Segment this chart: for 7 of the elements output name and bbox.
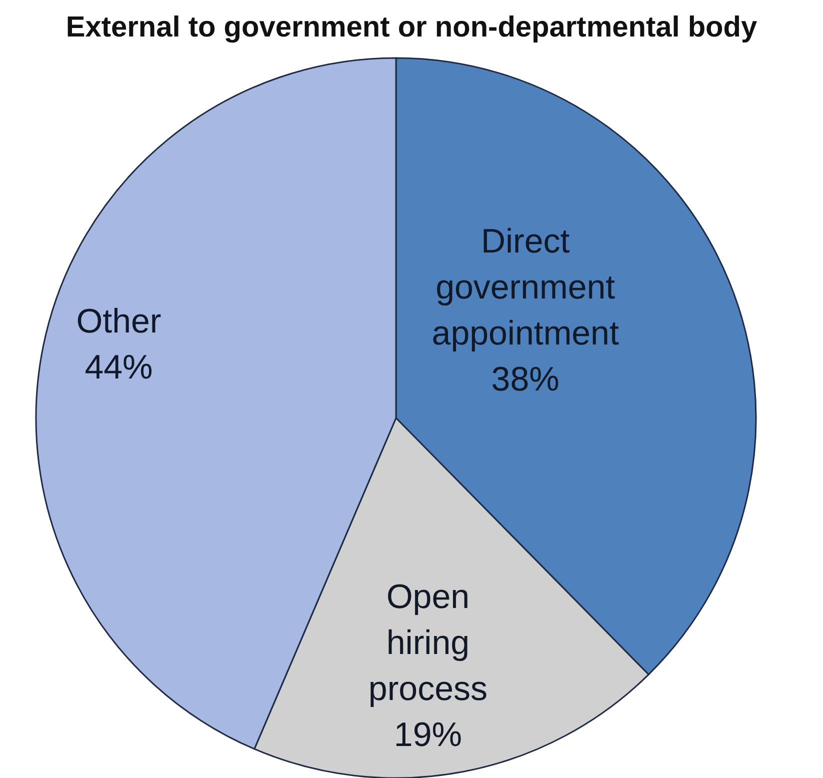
slice-label: Open hiring process: [368, 578, 488, 708]
data-label: 44%: [84, 348, 153, 386]
slice-label: Direct government appointment: [432, 222, 620, 353]
slice-label: Other: [76, 302, 162, 340]
data-label: 38%: [491, 360, 560, 399]
chart-title: External to government or non-departmental body: [66, 12, 758, 44]
data-label: 19%: [394, 716, 462, 754]
